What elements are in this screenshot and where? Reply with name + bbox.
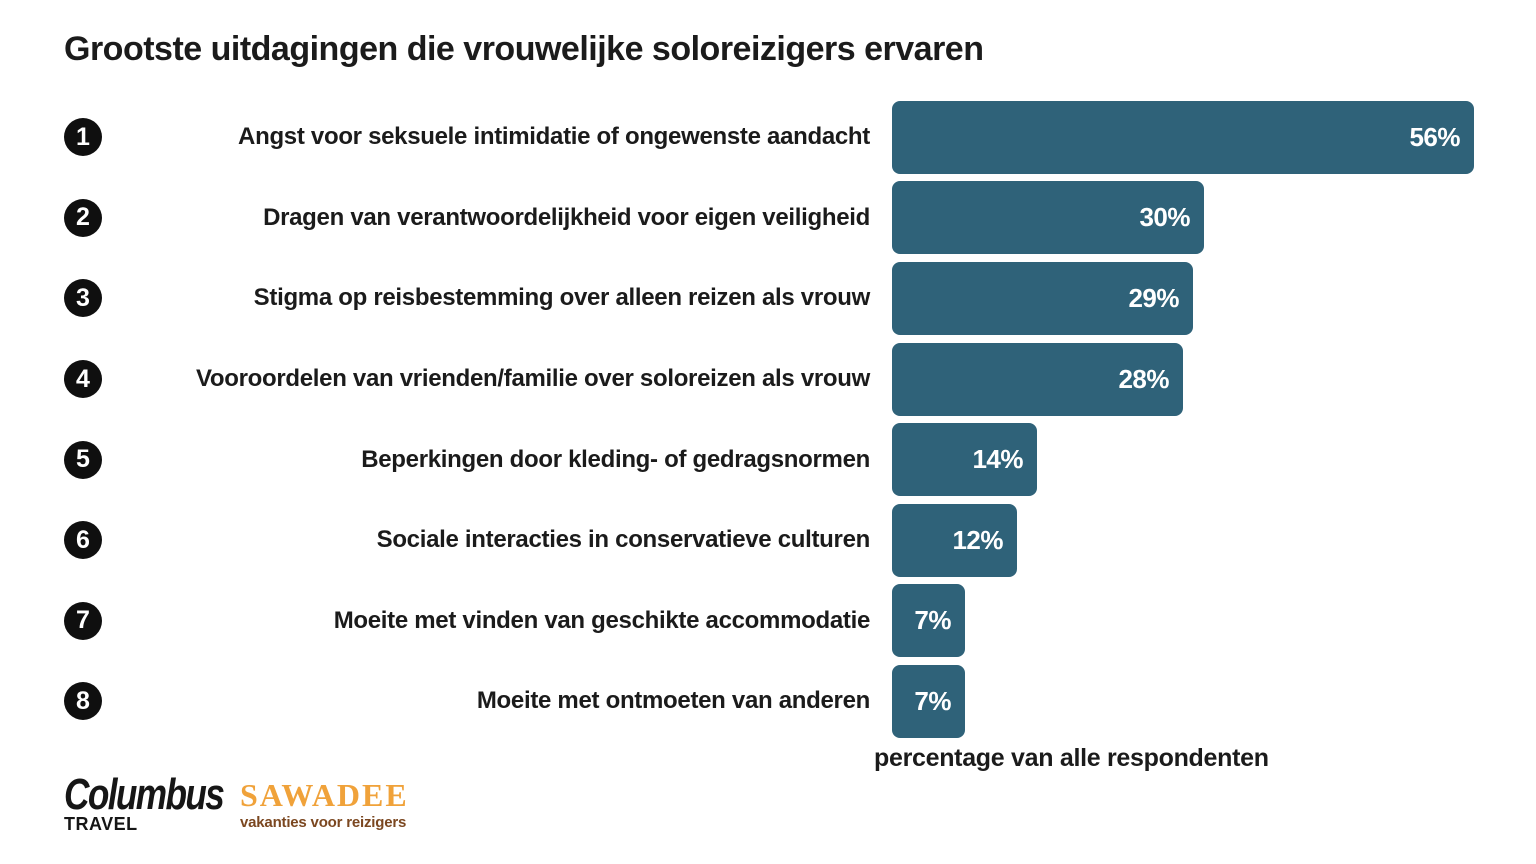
chart-row: 8 Moeite met ontmoeten van anderen 7% xyxy=(64,661,1536,742)
rank-badge-number: 1 xyxy=(76,122,90,151)
category-label: Angst voor seksuele intimidatie of ongew… xyxy=(238,123,870,151)
bar-track: 12% xyxy=(892,503,1536,577)
category-label: Dragen van verantwoordelijkheid voor eig… xyxy=(263,203,870,231)
chart-row: 4 Vooroordelen van vrienden/familie over… xyxy=(64,339,1536,420)
bar-value-label: 7% xyxy=(914,605,951,636)
rank-badge-number: 3 xyxy=(76,283,90,312)
sawadee-logo-wordmark: SAWADEE xyxy=(240,777,409,813)
category-label: Sociale interacties in conservatieve cul… xyxy=(376,526,871,554)
chart-row: 3 Stigma op reisbestemming over alleen r… xyxy=(64,258,1536,339)
bar-value-label: 28% xyxy=(1118,363,1169,394)
chart-rows: 1 Angst voor seksuele intimidatie of ong… xyxy=(64,97,1536,742)
bar-track: 7% xyxy=(892,664,1536,738)
chart-row: 7 Moeite met vinden van geschikte accomm… xyxy=(64,581,1536,662)
bar-value-label: 7% xyxy=(914,685,951,716)
rank-badge: 1 xyxy=(64,118,102,157)
bar-track: 56% xyxy=(892,100,1536,174)
bar: 7% xyxy=(892,664,965,738)
x-axis-label: percentage van alle respondenten xyxy=(874,744,1269,772)
rank-badge: 5 xyxy=(64,440,102,479)
bar-value-label: 14% xyxy=(972,444,1023,475)
bar: 28% xyxy=(892,342,1183,416)
rank-badge: 8 xyxy=(64,682,102,721)
category-label: Moeite met vinden van geschikte accommod… xyxy=(333,606,871,634)
rank-badge: 6 xyxy=(64,521,102,560)
bar-track: 30% xyxy=(892,181,1536,255)
bar-value-label: 30% xyxy=(1139,202,1190,233)
bar-track: 7% xyxy=(892,584,1536,658)
bar-track: 29% xyxy=(892,261,1536,335)
columbus-logo-wordmark: Columbus xyxy=(64,770,225,819)
chart-row: 5 Beperkingen door kleding- of gedragsno… xyxy=(64,419,1536,500)
columbus-travel-logo: Columbus TRAVEL xyxy=(64,770,263,835)
rank-badge-number: 8 xyxy=(76,686,90,715)
bar-track: 14% xyxy=(892,423,1536,497)
rank-badge: 2 xyxy=(64,198,102,237)
rank-badge-number: 7 xyxy=(76,606,90,635)
sawadee-logo: SAWADEE vakanties voor reizigers xyxy=(240,779,409,831)
category-label: Beperkingen door kleding- of gedragsnorm… xyxy=(361,445,870,473)
bar-value-label: 29% xyxy=(1128,282,1179,313)
bar: 12% xyxy=(892,503,1017,577)
rank-badge-number: 2 xyxy=(76,203,90,232)
bar: 29% xyxy=(892,261,1193,335)
category-label: Stigma op reisbestemming over alleen rei… xyxy=(253,284,871,312)
category-label: Vooroordelen van vrienden/familie over s… xyxy=(195,365,870,393)
chart-row: 6 Sociale interacties in conservatieve c… xyxy=(64,500,1536,581)
bar: 56% xyxy=(892,100,1474,174)
bar: 30% xyxy=(892,181,1204,255)
category-label: Moeite met ontmoeten van anderen xyxy=(476,687,870,715)
chart-row: 1 Angst voor seksuele intimidatie of ong… xyxy=(64,97,1536,178)
rank-badge: 4 xyxy=(64,360,102,399)
bar: 14% xyxy=(892,423,1037,497)
rank-badge-number: 5 xyxy=(76,445,90,474)
bar-value-label: 56% xyxy=(1409,121,1460,152)
rank-badge-number: 4 xyxy=(76,364,90,393)
columbus-logo-subtext: TRAVEL xyxy=(64,814,138,835)
chart-row: 2 Dragen van verantwoordelijkheid voor e… xyxy=(64,178,1536,259)
chart-title: Grootste uitdagingen die vrouwelijke sol… xyxy=(64,30,984,68)
bar: 7% xyxy=(892,584,965,658)
sawadee-logo-tagline: vakanties voor reizigers xyxy=(240,814,407,831)
bar-track: 28% xyxy=(892,342,1536,416)
rank-badge: 3 xyxy=(64,279,102,318)
bar-value-label: 12% xyxy=(952,524,1003,555)
rank-badge: 7 xyxy=(64,601,102,640)
rank-badge-number: 6 xyxy=(76,525,90,554)
